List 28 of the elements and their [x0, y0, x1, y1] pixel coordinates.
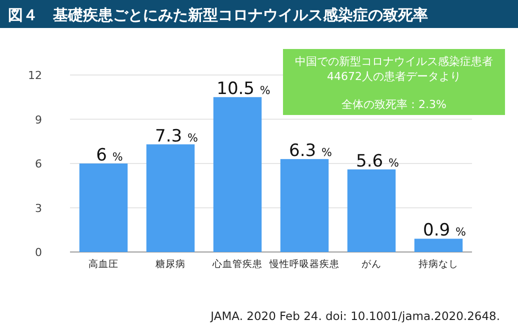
y-tick-label: 3 [35, 202, 42, 215]
bar [79, 164, 128, 252]
x-tick-label: 持病なし [418, 258, 458, 270]
x-tick-label: 心血管疾患 [212, 258, 262, 270]
bar [280, 159, 329, 252]
y-tick-label: 0 [35, 246, 42, 259]
y-tick-label: 12 [28, 69, 42, 82]
data-label: 6.3 % [289, 141, 332, 162]
data-label: 7.3 % [155, 126, 198, 146]
annotation: 44672人の患者データより [327, 70, 461, 83]
x-tick-label: がん [362, 259, 382, 270]
annotation: 全体の致死率：2.3% [342, 98, 446, 111]
data-label: 10.5 % [216, 79, 270, 100]
text: JAMA. 2020 Feb 24. doi: 10.1001/jama.2020.2648. [210, 309, 500, 323]
y-tick-label: 9 [35, 113, 42, 126]
bar [146, 144, 195, 252]
data-label: 5.6 % [356, 151, 399, 172]
data-label: 0.9 % [423, 220, 466, 241]
x-tick-label: 高血圧 [88, 258, 118, 270]
y-tick-label: 6 [35, 158, 42, 170]
bar [414, 238, 463, 252]
text: 中国での新型コロナウイルス感染症患者 [295, 55, 493, 68]
bar [347, 169, 396, 252]
x-tick-label: 糖尿病 [156, 258, 186, 270]
bar [213, 97, 262, 252]
data-label: 6 % [96, 146, 123, 166]
x-tick-label: 慢性呼吸器疾患 [268, 258, 340, 270]
chart-title: 図４ 基礎疾患ごとにみた新型コロナウイルス感染症の致死率 [8, 6, 428, 24]
